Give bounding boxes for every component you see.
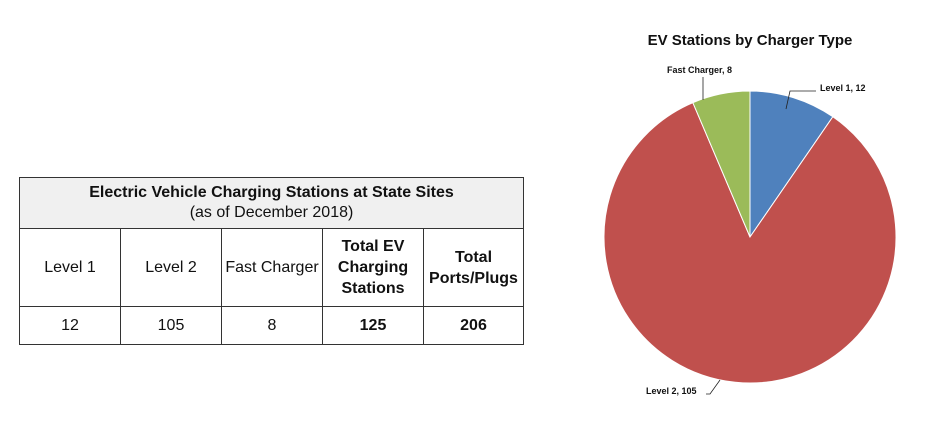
header-total-stations: Total EV Charging Stations	[322, 228, 424, 307]
ev-stations-table: Electric Vehicle Charging Stations at St…	[18, 177, 525, 345]
value-level-1: 12	[19, 306, 121, 345]
value-fast-charger: 8	[221, 306, 323, 345]
table-row: 12 105 8 125 206	[19, 306, 525, 345]
slice-label-level-1: Level 1, 12	[820, 83, 866, 93]
value-level-2: 105	[120, 306, 222, 345]
header-level-2: Level 2	[120, 228, 222, 307]
header-fast-charger: Fast Charger	[221, 228, 323, 307]
table-header-row: Level 1 Level 2 Fast Charger Total EV Ch…	[19, 228, 525, 307]
pie-slices	[603, 90, 897, 384]
table-title: Electric Vehicle Charging Stations at St…	[89, 184, 454, 201]
header-level-1: Level 1	[19, 228, 121, 307]
pie-slice-level-2	[603, 101, 897, 384]
header-total-ports: Total Ports/Plugs	[422, 228, 525, 307]
pie-labels: Level 1, 12 Level 2, 105 Fast Charger, 8	[646, 65, 866, 396]
pie-slice-fast-charger	[692, 90, 751, 238]
slice-label-level-2: Level 2, 105	[646, 386, 697, 396]
pie-chart: EV Stations by Charger Type Level 1, 12L…	[603, 32, 897, 396]
leader-line-level-1	[785, 90, 816, 110]
pie-slice-level-1	[749, 90, 834, 239]
table-title-cell: Electric Vehicle Charging Stations at St…	[18, 177, 525, 229]
table-subtitle: (as of December 2018)	[189, 204, 354, 221]
slice-label-fast-charger: Fast Charger, 8	[667, 65, 732, 75]
leader-line-level-2	[706, 379, 721, 395]
value-total-stations: 125	[322, 306, 424, 345]
chart-title: EV Stations by Charger Type	[648, 32, 853, 49]
value-total-ports: 206	[422, 306, 525, 345]
